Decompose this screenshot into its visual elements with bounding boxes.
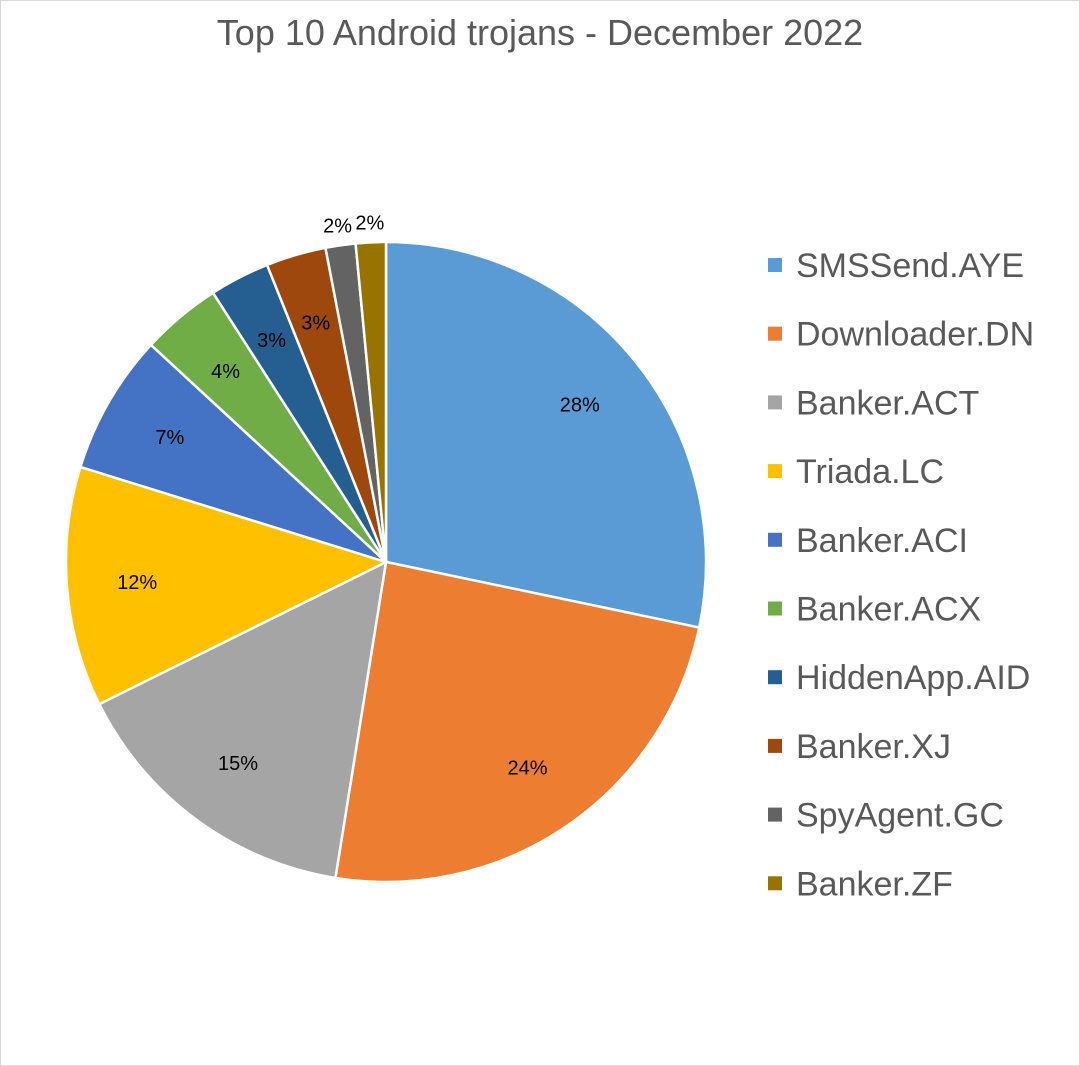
data-label-downloader-dn: 24% bbox=[508, 758, 548, 780]
legend-swatch-banker-aci bbox=[768, 532, 782, 547]
legend-swatch-banker-zf bbox=[768, 876, 782, 891]
legend-swatch-spyagent-gc bbox=[768, 807, 782, 822]
legend-swatch-banker-acx bbox=[768, 601, 782, 616]
legend-swatch-banker-act bbox=[768, 395, 782, 410]
legend-label-smssend-aye: SMSSend.AYE bbox=[796, 247, 1024, 285]
legend-swatch-triada-lc bbox=[768, 464, 782, 479]
legend: SMSSend.AYE Downloader.DN Banker.ACT Triada… bbox=[768, 247, 1034, 903]
slice-banker-act bbox=[97, 559, 388, 880]
legend-label-spyagent-gc: SpyAgent.GC bbox=[796, 797, 1004, 835]
legend-swatch-downloader-dn bbox=[768, 326, 782, 341]
pie-data-labels: 28% 24% 15% 12% 7% 4% 3% 3% 2% 2% bbox=[117, 212, 600, 779]
chart-title: Top 10 Android trojans - December 2022 bbox=[216, 12, 864, 53]
data-label-spyagent-gc: 2% bbox=[323, 215, 352, 237]
pie-slices bbox=[64, 240, 708, 884]
legend-label-banker-xj: Banker.XJ bbox=[796, 728, 951, 766]
legend-label-banker-act: Banker.ACT bbox=[796, 384, 979, 422]
slice-banker-zf bbox=[354, 240, 388, 563]
slice-smssend-aye bbox=[384, 240, 708, 630]
legend-label-banker-acx: Banker.ACX bbox=[796, 591, 981, 629]
legend-swatch-hiddenapp-aid bbox=[768, 670, 782, 685]
data-label-hiddenapp-aid: 3% bbox=[257, 330, 286, 352]
slice-banker-aci bbox=[78, 343, 387, 564]
data-label-triada-lc: 12% bbox=[117, 572, 157, 594]
data-label-smssend-aye: 28% bbox=[560, 395, 600, 417]
slice-triada-lc bbox=[64, 465, 390, 706]
data-label-banker-acx: 4% bbox=[211, 361, 240, 383]
legend-swatch-smssend-aye bbox=[768, 258, 782, 272]
data-label-banker-aci: 7% bbox=[155, 427, 184, 449]
legend-label-banker-zf: Banker.ZF bbox=[796, 865, 953, 903]
legend-swatch-banker-xj bbox=[768, 738, 782, 753]
legend-label-downloader-dn: Downloader.DN bbox=[796, 316, 1034, 354]
data-label-banker-xj: 3% bbox=[301, 313, 330, 335]
slice-downloader-dn bbox=[334, 560, 701, 884]
data-label-banker-zf: 2% bbox=[355, 212, 384, 234]
legend-label-banker-aci: Banker.ACI bbox=[796, 522, 968, 560]
legend-label-triada-lc: Triada.LC bbox=[796, 453, 944, 491]
data-label-banker-act: 15% bbox=[218, 753, 258, 775]
legend-label-hiddenapp-aid: HiddenApp.AID bbox=[796, 659, 1030, 697]
